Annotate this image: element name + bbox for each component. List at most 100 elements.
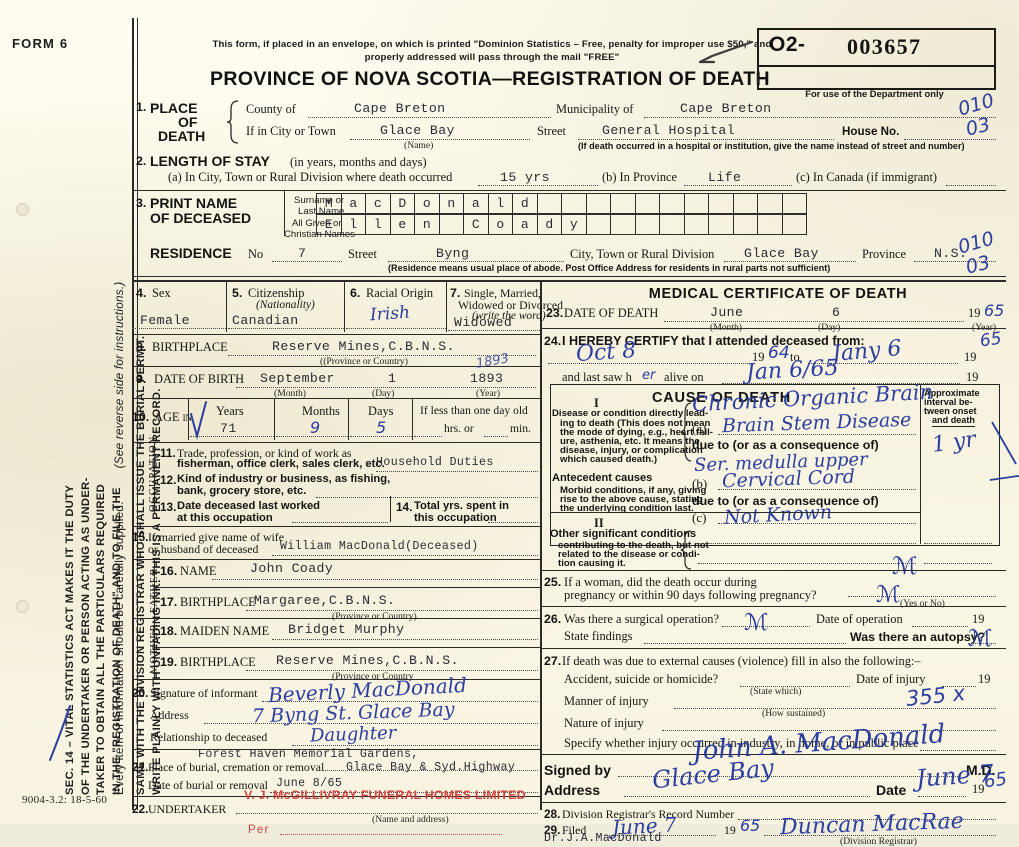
- surname-cell-12[interactable]: [610, 193, 636, 214]
- marital-label-1: Single, Married,: [464, 286, 541, 300]
- given-name-cell-0[interactable]: E: [316, 214, 342, 235]
- sex-line: [132, 328, 226, 329]
- given-name-cell-14[interactable]: [659, 214, 685, 235]
- occupation-side-divider: [154, 442, 155, 514]
- form-body: This form, if placed in an envelope, on …: [132, 18, 1019, 847]
- father-side-divider: [154, 559, 155, 621]
- father-name-line: [212, 579, 538, 580]
- given-name-cell-12[interactable]: [610, 214, 636, 235]
- dod-month-sub: (Month): [710, 322, 742, 333]
- surname-cell-9[interactable]: [536, 193, 563, 214]
- q12-label-1: Kind of industry or business, as fishing…: [177, 473, 391, 485]
- age-col1-divider: [188, 398, 189, 440]
- surname-cell-13[interactable]: [634, 193, 661, 214]
- given-name-cell-4[interactable]: n: [414, 214, 440, 235]
- stay-a-value: 15 yrs: [500, 170, 550, 185]
- father-birthplace-line: [246, 610, 538, 611]
- given-name-cell-17[interactable]: [732, 214, 759, 235]
- surname-cell-7[interactable]: l: [487, 193, 514, 214]
- given-name-cell-19[interactable]: [781, 214, 808, 235]
- interval-header-1: Approximate: [924, 388, 980, 398]
- other-brace-icon: [680, 530, 692, 570]
- q27-injury-date-line: [942, 686, 976, 687]
- cause-direct-label-6: which caused death.): [560, 454, 658, 465]
- stay-b-line: [684, 185, 792, 186]
- cause-antecedent-label-1: Antecedent causes: [552, 472, 653, 484]
- q27-header: If death was due to external causes (vio…: [562, 654, 921, 668]
- surname-cell-1[interactable]: a: [340, 193, 367, 214]
- dod-day-value: 6: [832, 305, 841, 320]
- margin-note-03-top: 03: [963, 113, 993, 141]
- given-name-cell-15[interactable]: [683, 214, 710, 235]
- given-name-cell-7[interactable]: o: [487, 214, 514, 235]
- age-min-line: [484, 436, 508, 437]
- surname-cell-19[interactable]: [781, 193, 808, 214]
- certify-last-saw-value: Jan 6/65: [745, 355, 840, 386]
- given-name-cell-2[interactable]: l: [365, 214, 391, 235]
- residence-province-line: [914, 261, 996, 262]
- sex-label: Sex: [152, 286, 171, 300]
- given-name-cell-1[interactable]: l: [340, 214, 367, 235]
- age-check-icon: [190, 401, 207, 440]
- given-name-cell-8[interactable]: a: [512, 214, 538, 235]
- surname-cell-16[interactable]: [708, 193, 734, 214]
- surname-cell-15[interactable]: [683, 193, 710, 214]
- informant-address-line: [204, 723, 538, 724]
- surname-cell-14[interactable]: [659, 193, 685, 214]
- cause-of-death-box: [550, 384, 1000, 546]
- surname-cell-17[interactable]: [732, 193, 759, 214]
- given-name-cell-5[interactable]: [438, 214, 465, 235]
- surname-cell-2[interactable]: c: [365, 193, 391, 214]
- certify-from-year: 64: [768, 343, 790, 363]
- certify-from-year-prefix: 19: [752, 350, 765, 364]
- burial-place-value-1: Forest Haven Memorial Gardens,: [198, 748, 419, 761]
- given-name-cell-13[interactable]: [634, 214, 661, 235]
- municipality-value: Cape Breton: [680, 101, 772, 116]
- father-birthplace-label: BIRTHPLACE: [180, 595, 256, 609]
- print-name-label-1: PRINT NAME: [150, 195, 238, 211]
- surname-cell-4[interactable]: o: [414, 193, 440, 214]
- other-label-1: Other significant conditions: [550, 528, 697, 540]
- given-name-cell-16[interactable]: [708, 214, 734, 235]
- surname-cell-11[interactable]: [585, 193, 612, 214]
- q27-injury-date-label: Date of injury: [856, 672, 926, 686]
- surname-cell-18[interactable]: [757, 193, 783, 214]
- other-registrar-mark: ℳ: [892, 552, 918, 580]
- column-split-rule: [540, 280, 542, 810]
- mother-birthplace-label: BIRTHPLACE: [180, 655, 256, 669]
- other-label-3: related to the disease or condi-: [558, 549, 700, 560]
- q13-no: 13.: [160, 500, 177, 514]
- given-name-cell-10[interactable]: y: [561, 214, 587, 235]
- q13-label-1: Date deceased last worked: [177, 500, 321, 512]
- certify-label: I HEREBY CERTIFY that I attended decease…: [562, 334, 865, 348]
- physician-typed-name: Dr.J.A.MacDonald: [544, 832, 662, 845]
- surname-cell-0[interactable]: M: [316, 193, 342, 214]
- surname-cell-8[interactable]: d: [512, 193, 538, 214]
- given-name-cell-9[interactable]: d: [536, 214, 563, 235]
- cause-direct-label-2: ing to death (This does not mean: [560, 418, 711, 429]
- q27-manner-label: Manner of injury: [564, 694, 649, 708]
- city-town-label: If in City or Town: [246, 124, 336, 138]
- dod-year-sub: (Year): [972, 322, 997, 333]
- q11-label-1: Trade, profession, or kind of work as: [177, 446, 352, 460]
- given-name-cell-18[interactable]: [757, 214, 783, 235]
- age-no: 10.: [132, 410, 150, 424]
- surname-cell-10[interactable]: [561, 193, 587, 214]
- mother-birthplace-no: 19.: [160, 655, 178, 669]
- surname-cell-3[interactable]: D: [389, 193, 416, 214]
- dob-day-sub: (Day): [372, 388, 395, 399]
- given-name-cell-11[interactable]: [585, 214, 612, 235]
- given-name-cell-3[interactable]: e: [389, 214, 416, 235]
- stay-a-line: [478, 185, 598, 186]
- surname-cell-6[interactable]: a: [463, 193, 489, 214]
- given-name-cell-6[interactable]: C: [463, 214, 489, 235]
- mother-side-divider: [154, 618, 155, 680]
- place-brace-icon: [226, 100, 239, 144]
- municipality-line: [644, 117, 996, 118]
- street-line: [578, 139, 834, 140]
- residence-street-value: Byng: [436, 246, 470, 261]
- surname-cell-5[interactable]: n: [438, 193, 465, 214]
- interval-header-4: and death: [932, 415, 975, 427]
- cause-line-c-line: [718, 523, 916, 524]
